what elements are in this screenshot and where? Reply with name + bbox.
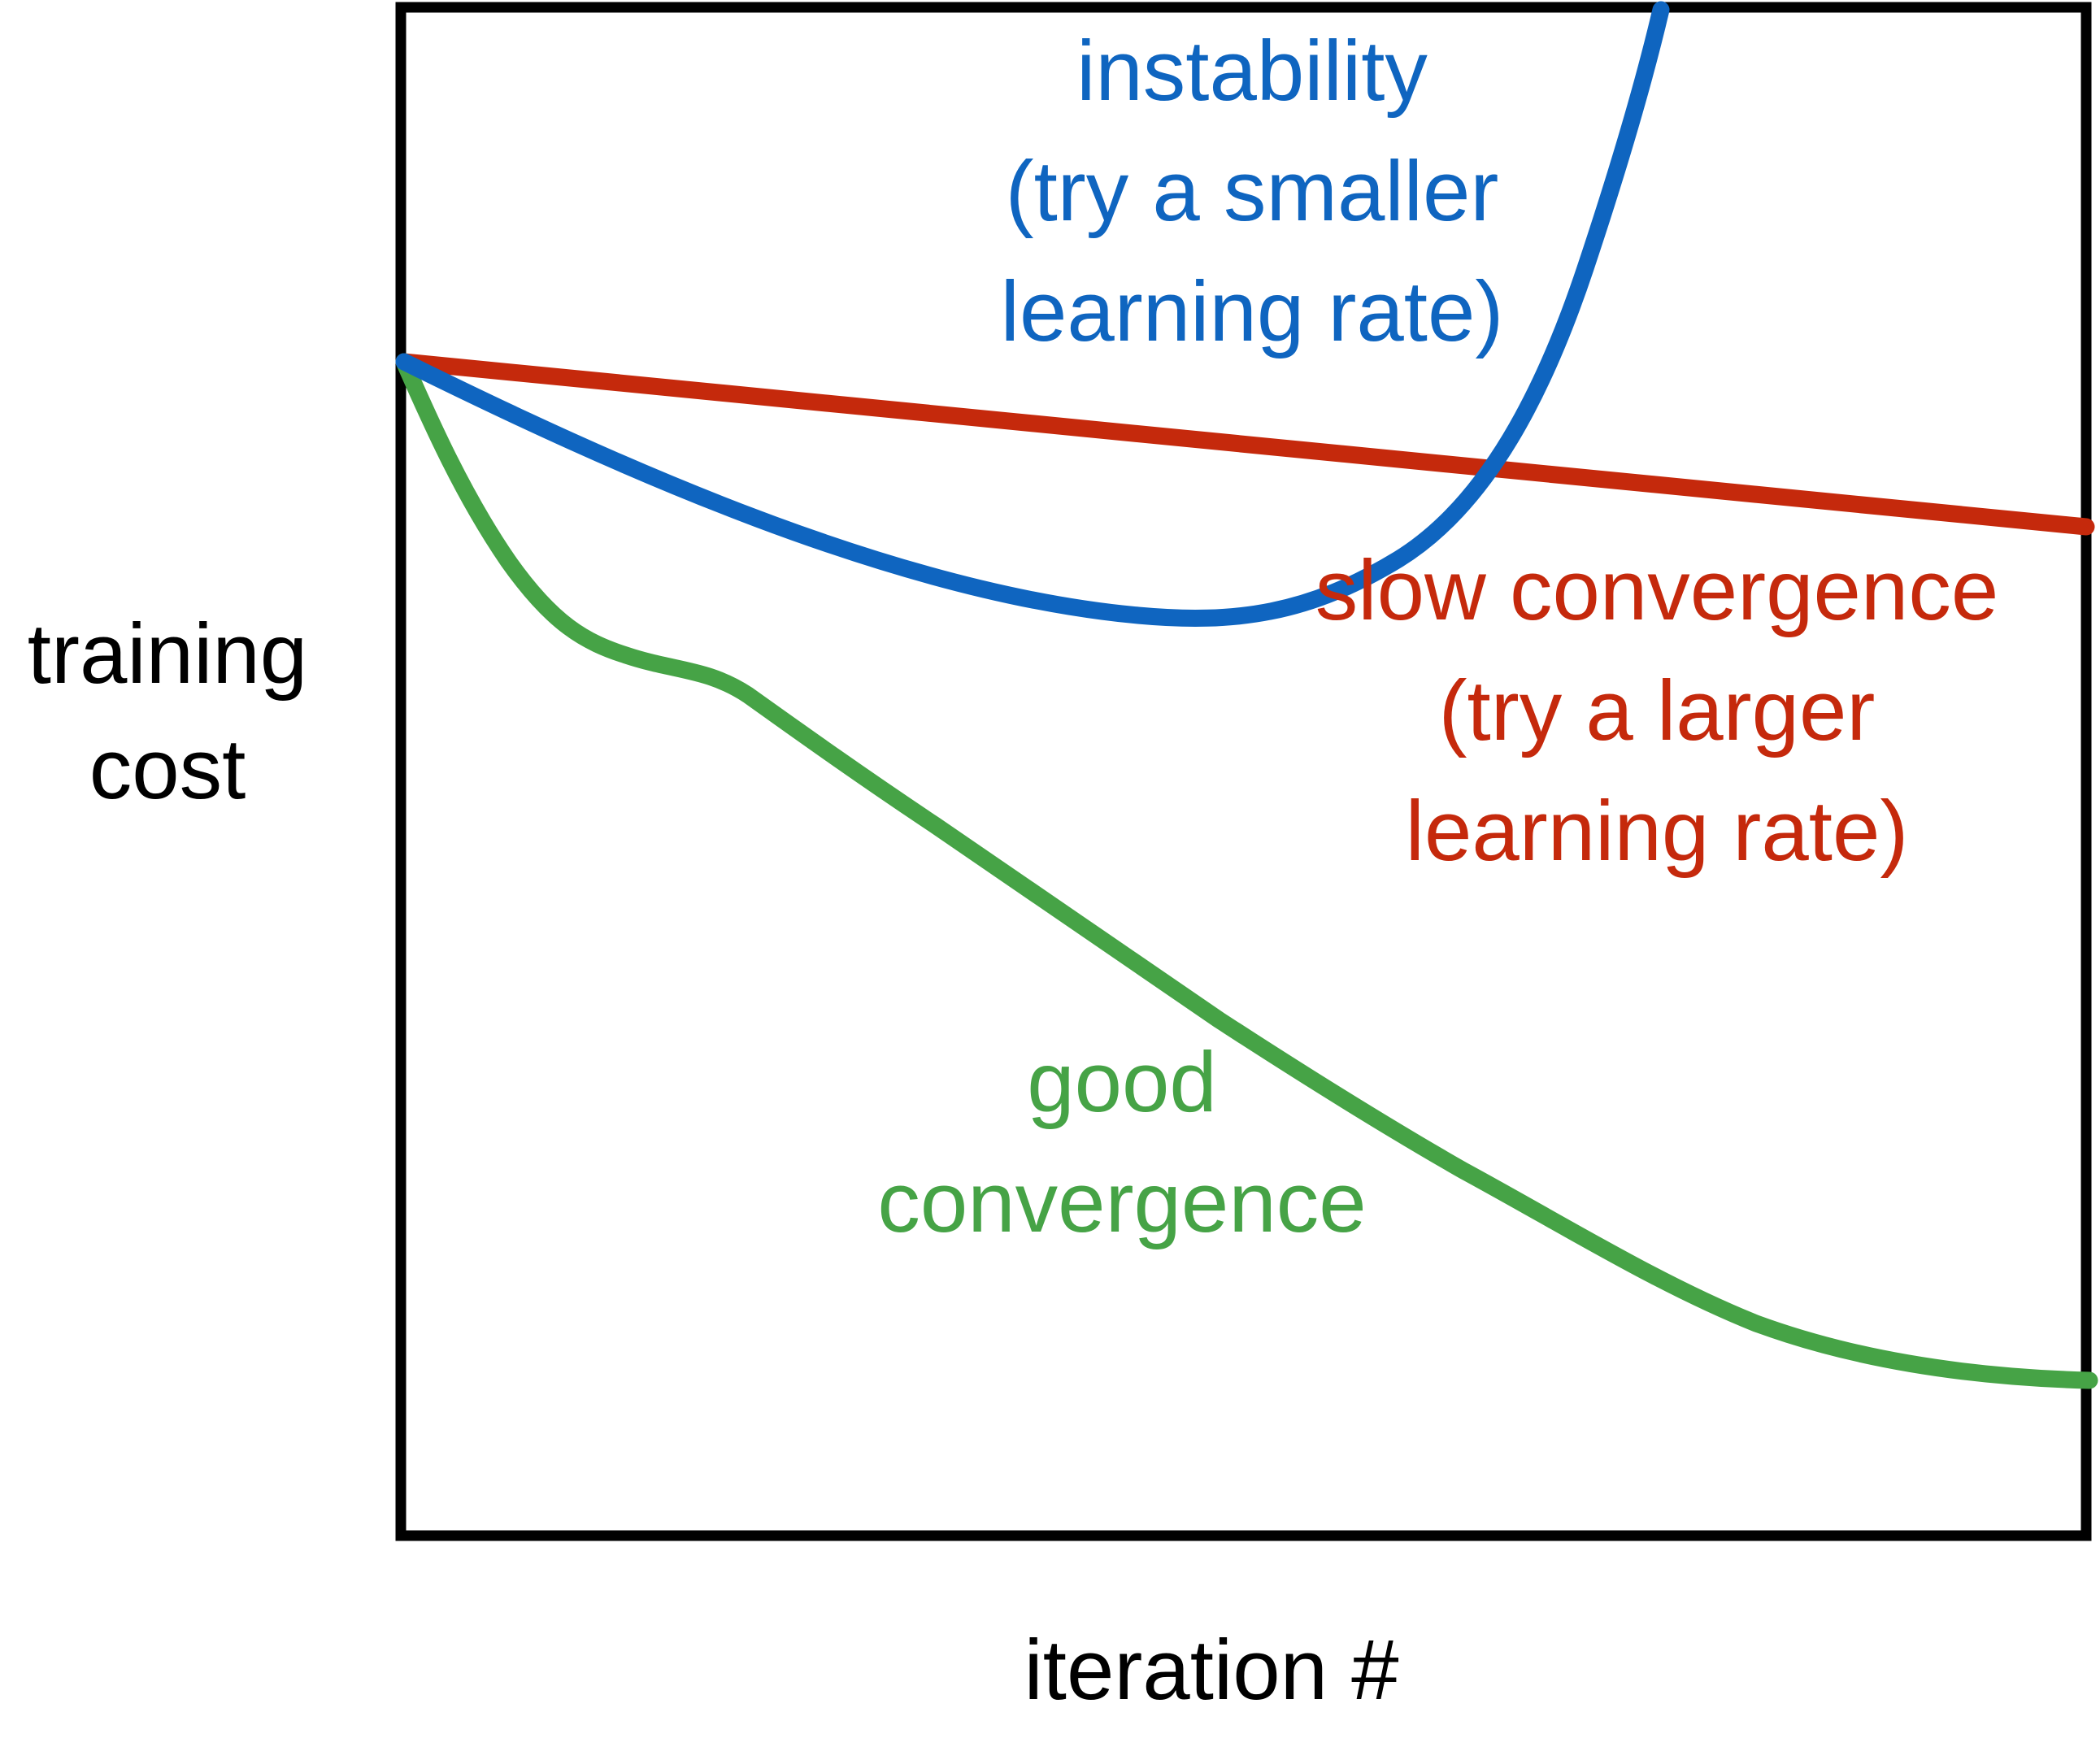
instability-curve	[395, 1, 1670, 627]
x-axis-label: iteration #	[1024, 1623, 1399, 1718]
instability-annotation-line1: instability	[1076, 24, 1428, 119]
slow-convergence-annotation-line1: slow convergence	[1315, 543, 1999, 638]
y-axis-label: training cost	[28, 597, 307, 828]
good-convergence-annotation-line2: convergence	[877, 1155, 1367, 1250]
slow-convergence-curve	[395, 353, 2095, 536]
slow-convergence-annotation-line2: (try a larger	[1438, 663, 1876, 758]
y-axis-label-line2: cost	[89, 722, 246, 817]
good-convergence-annotation: good convergence	[877, 1023, 1366, 1263]
slow-convergence-annotation-line3: learning rate)	[1405, 784, 1909, 879]
good-convergence-annotation-line1: good	[1027, 1035, 1217, 1130]
good-convergence-curve	[395, 353, 2098, 1389]
plot-border	[395, 2, 2092, 1541]
y-axis-label-line1: training	[27, 606, 308, 702]
instability-annotation-line3: learning rate)	[1000, 264, 1504, 359]
instability-annotation-line2: (try a smaller	[1005, 144, 1499, 239]
slow-convergence-annotation: slow convergence (try a larger learning …	[1315, 531, 1998, 892]
instability-annotation: instability (try a smaller learning rate…	[1001, 11, 1504, 372]
